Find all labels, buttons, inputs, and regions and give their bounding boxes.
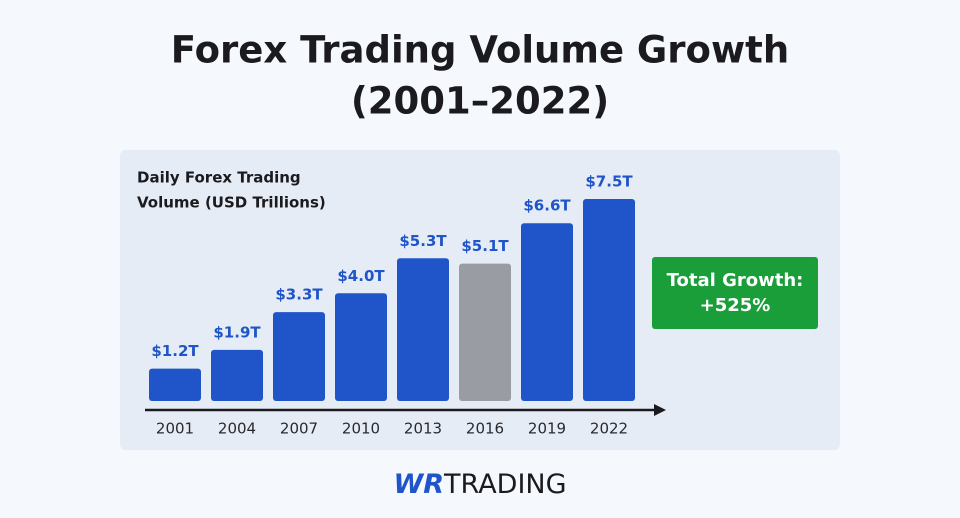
bar bbox=[149, 368, 201, 401]
brand-mark: WR bbox=[393, 469, 444, 500]
value-label: $1.2T bbox=[151, 342, 199, 360]
x-tick-label: 2001 bbox=[156, 420, 194, 438]
value-label: $5.3T bbox=[399, 232, 447, 250]
annotation: Total Growth: bbox=[667, 270, 804, 291]
axis-label: Volume (USD Trillions) bbox=[137, 194, 326, 212]
x-tick-label: 2010 bbox=[342, 420, 380, 438]
bar bbox=[335, 293, 387, 401]
value-label: $7.5T bbox=[585, 173, 633, 191]
brand-logo: WRTRADING bbox=[393, 469, 566, 500]
brand-name: TRADING bbox=[443, 469, 567, 500]
axis-arrow bbox=[654, 404, 666, 416]
chart-title: (2001–2022) bbox=[351, 80, 609, 123]
value-label: $3.3T bbox=[275, 286, 323, 304]
axis-label: Daily Forex Trading bbox=[137, 169, 301, 187]
bar bbox=[273, 312, 325, 401]
x-tick-label: 2016 bbox=[466, 420, 504, 438]
value-label: $1.9T bbox=[213, 323, 261, 341]
x-tick-label: 2004 bbox=[218, 420, 256, 438]
x-tick-label: 2022 bbox=[590, 420, 628, 438]
value-label: $6.6T bbox=[523, 197, 571, 215]
chart-title: Forex Trading Volume Growth bbox=[171, 29, 789, 72]
x-tick-label: 2013 bbox=[404, 420, 442, 438]
bar bbox=[397, 258, 449, 401]
x-tick-label: 2007 bbox=[280, 420, 318, 438]
bar bbox=[521, 223, 573, 401]
value-label: $4.0T bbox=[337, 267, 385, 285]
value-label: $5.1T bbox=[461, 237, 509, 255]
annotation: +525% bbox=[700, 295, 771, 316]
bar bbox=[211, 349, 263, 401]
bar bbox=[583, 199, 635, 401]
annotation-box bbox=[652, 257, 818, 329]
bar bbox=[459, 263, 511, 401]
x-tick-label: 2019 bbox=[528, 420, 566, 438]
